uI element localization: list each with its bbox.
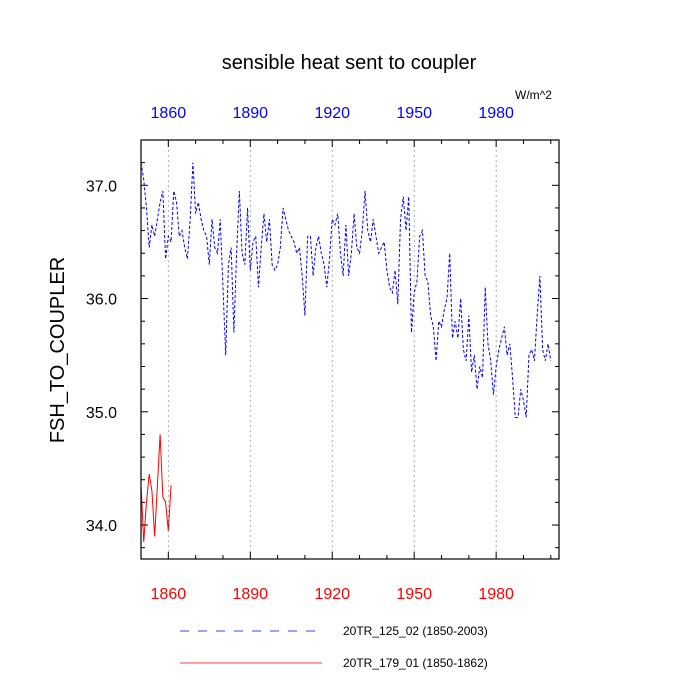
series-line-1: [140, 162, 552, 418]
x-tick-label-top-1920: 1920: [314, 105, 350, 122]
y-tick-label-35.0: 35.0: [86, 405, 117, 422]
x-tick-label-bottom-1980: 1980: [478, 586, 514, 603]
y-tick-label-36.0: 36.0: [86, 292, 117, 309]
x-tick-label-top-1980: 1980: [478, 105, 514, 122]
y-tick-labels: 34.0 35.0 36.0 37.0: [86, 178, 117, 535]
units-label: W/m^2: [515, 88, 552, 102]
x-tick-label-bottom-1890: 1890: [232, 586, 268, 603]
y-tick-label-34.0: 34.0: [86, 518, 117, 535]
x-tick-labels-top: 1860 1890 1920 1950 1980: [151, 105, 515, 122]
grid-lines: [167, 140, 497, 559]
y-tick-label-37.0: 37.0: [86, 178, 117, 195]
plot-frame: [140, 139, 560, 560]
x-tick-label-top-1890: 1890: [232, 105, 268, 122]
legend-label-series-1: 20TR_125_02 (1850-2003): [343, 624, 488, 638]
axis-ticks: [140, 140, 559, 559]
x-tick-label-top-1860: 1860: [151, 105, 187, 122]
x-tick-label-bottom-1950: 1950: [396, 586, 432, 603]
legend-label-series-2: 20TR_179_01 (1850-1862): [343, 656, 488, 670]
chart-title: sensible heat sent to coupler: [222, 52, 477, 74]
series-layer: [140, 162, 552, 543]
x-tick-label-top-1950: 1950: [396, 105, 432, 122]
y-axis-label: FSH_TO_COUPLER: [47, 257, 69, 443]
x-tick-label-bottom-1920: 1920: [314, 586, 350, 603]
legend: 20TR_125_02 (1850-2003) 20TR_179_01 (185…: [180, 624, 488, 670]
series-line-2: [140, 434, 172, 543]
x-tick-label-bottom-1860: 1860: [151, 586, 187, 603]
x-tick-labels-bottom: 1860 1890 1920 1950 1980: [151, 586, 515, 603]
